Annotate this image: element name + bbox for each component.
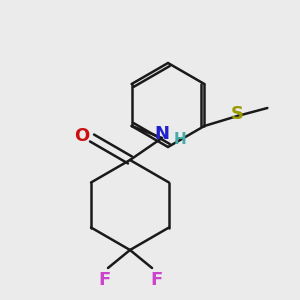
Text: F: F [150, 271, 162, 289]
Text: O: O [74, 127, 90, 145]
Text: N: N [154, 125, 169, 143]
Text: H: H [174, 133, 186, 148]
Text: F: F [98, 271, 110, 289]
Text: S: S [231, 105, 244, 123]
